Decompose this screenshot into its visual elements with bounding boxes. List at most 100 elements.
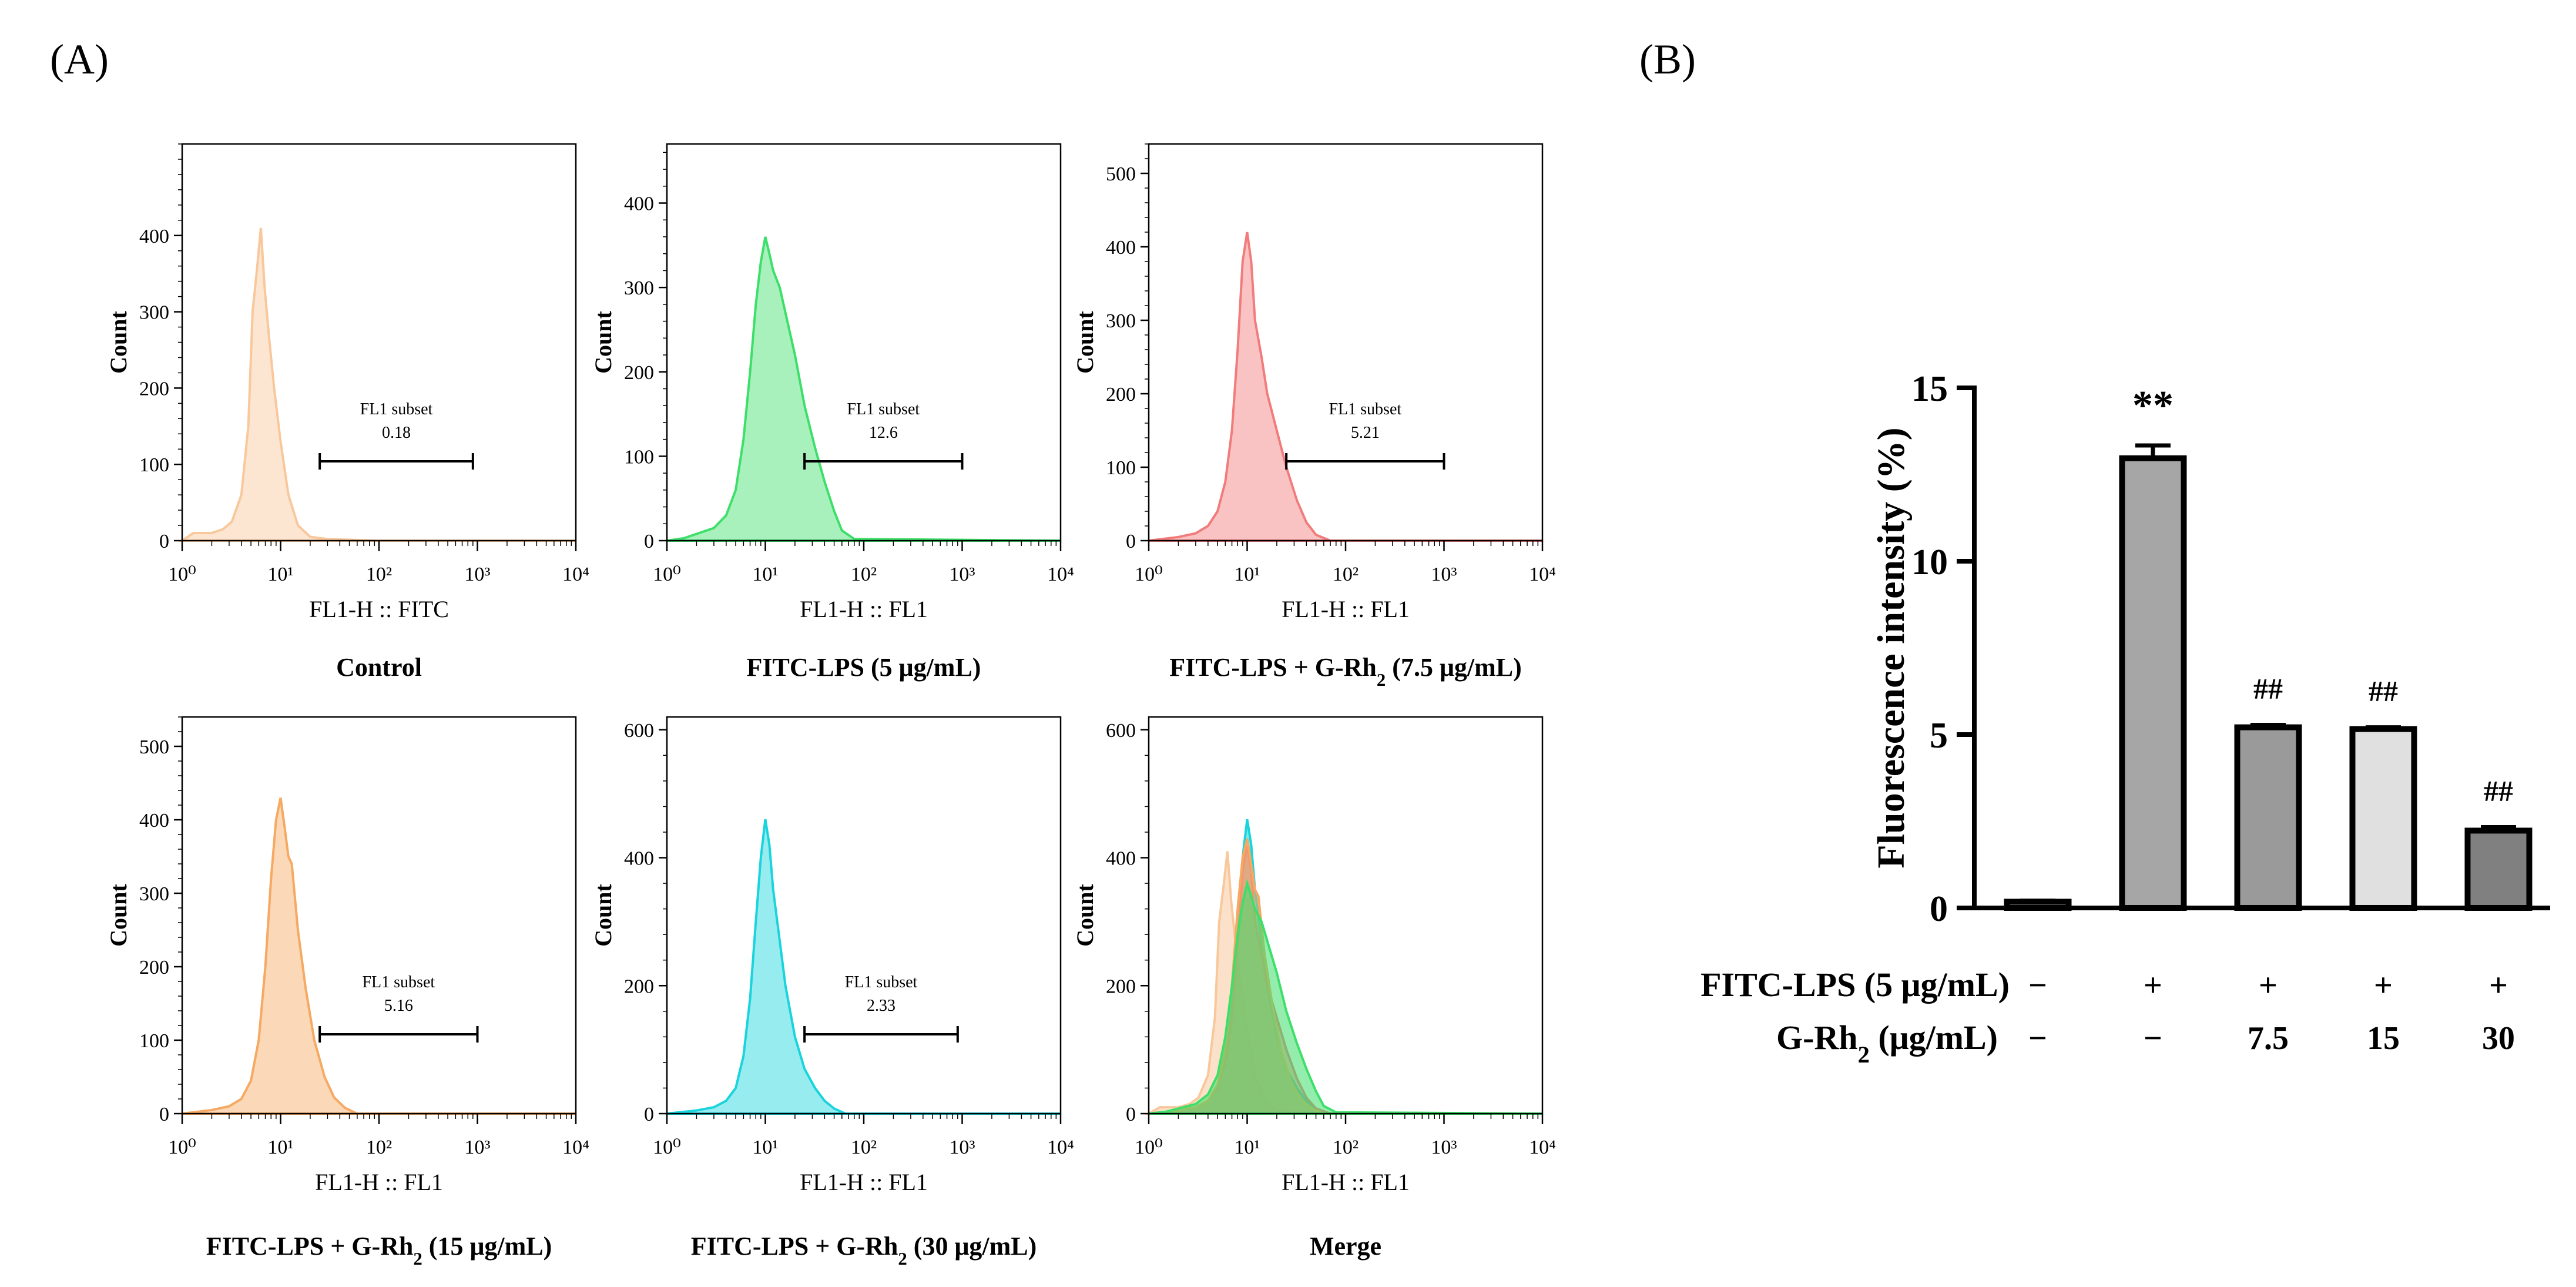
gate-label: FL1 subset [845, 973, 918, 991]
histogram-series [182, 797, 576, 1115]
x-tick-label: 10⁴ [1529, 1137, 1556, 1158]
y-tick-label: 400 [624, 848, 654, 870]
histogram-series [1148, 879, 1543, 1115]
y-tick-label: 0 [644, 531, 654, 552]
y-tick-label: 300 [1106, 310, 1136, 332]
x-tick-label: 10¹ [752, 1137, 778, 1158]
y-tick-label: 100 [139, 1030, 169, 1052]
x-tick-label: 10¹ [752, 564, 778, 585]
significance-mark: ** [2132, 383, 2174, 428]
histogram-series [666, 236, 1061, 542]
y-tick-label: 0 [1126, 1104, 1136, 1125]
treatment-sign: + [2144, 967, 2162, 1004]
x-tick-label: 10⁴ [562, 564, 589, 585]
y-tick-label: 0 [159, 1104, 169, 1125]
x-tick-label: 10² [366, 564, 392, 585]
significance-mark: ## [2369, 675, 2398, 708]
x-tick-label: 10³ [1431, 1137, 1457, 1158]
plot-frame [1148, 143, 1544, 542]
panel-label-a: (A) [50, 36, 109, 83]
y-axis-label: Count [105, 310, 132, 373]
y-tick-label: 500 [139, 736, 169, 758]
x-tick-label: 10⁰ [653, 1137, 681, 1158]
x-axis-label: FL1-H :: FITC [309, 596, 449, 622]
x-tick-label: 10⁴ [1047, 1137, 1074, 1158]
y-tick-label: 0 [1126, 531, 1136, 552]
x-tick-label: 10² [1333, 564, 1359, 585]
y-tick-label: 0 [644, 1104, 654, 1125]
x-axis-label: FL1-H :: FL1 [800, 596, 928, 622]
plot-frame [666, 143, 1062, 542]
y-tick-label: 200 [139, 957, 169, 978]
y-tick-label: 600 [1106, 720, 1136, 742]
y-tick-label: 200 [624, 976, 654, 997]
treatment-sign: − [2028, 967, 2047, 1004]
y-axis-label: Count [590, 883, 616, 946]
x-tick-label: 10² [1333, 1137, 1359, 1158]
histogram-series [1144, 851, 1542, 1115]
x-tick-label: 10⁰ [1135, 564, 1163, 585]
x-axis-label: FL1-H :: FL1 [1282, 596, 1410, 622]
y-tick-label: 600 [624, 720, 654, 742]
x-tick-label: 10³ [949, 564, 975, 585]
panel-caption: Merge [1310, 1232, 1381, 1261]
significance-mark: ## [2253, 672, 2283, 705]
x-axis-label: FL1-H :: FL1 [800, 1169, 928, 1195]
x-tick-label: 10³ [949, 1137, 975, 1158]
panel-caption: FITC-LPS + G-Rh2 (15 μg/mL) [206, 1232, 552, 1269]
bar [2234, 724, 2302, 911]
x-tick-label: 10⁰ [1135, 1137, 1163, 1158]
y-axis-label: Count [1072, 883, 1098, 946]
y-tick-label: 400 [139, 810, 169, 832]
y-axis-label: Count [105, 883, 132, 946]
gate-value: 2.33 [867, 997, 895, 1015]
x-tick-label: 10² [851, 564, 877, 585]
plot-frame [181, 143, 577, 542]
row-label-fitc-lps: FITC-LPS (5 μg/mL) [1700, 966, 2010, 1004]
y-tick-label: 200 [1106, 384, 1136, 405]
gate-label: FL1 subset [1329, 400, 1401, 418]
significance-mark: ## [2484, 775, 2513, 807]
plot-frame [181, 716, 577, 1115]
bar-chart: 0 5 10 15 Fluorescence intensity (%) − − ** + − ##… [1700, 369, 2550, 1068]
y-tick-label: 300 [139, 883, 169, 905]
x-axis-label: FL1-H :: FL1 [315, 1169, 443, 1195]
x-tick-label: 10⁰ [168, 1137, 196, 1158]
gate-value: 5.21 [1351, 424, 1380, 442]
gate-value: 12.6 [869, 424, 898, 442]
x-tick-label: 10¹ [267, 564, 293, 585]
treatment-sign: + [2374, 967, 2393, 1004]
bar [2464, 827, 2533, 911]
treatment-sign: + [2259, 967, 2278, 1004]
panel-label-b: (B) [1639, 36, 1696, 83]
gate-value: 5.16 [384, 997, 413, 1015]
gate-label: FL1 subset [360, 400, 433, 418]
y-tick-label: 200 [139, 378, 169, 400]
dose-value: 15 [2367, 1020, 2400, 1057]
treatment-sign: + [2489, 967, 2508, 1004]
histogram-series [666, 819, 1061, 1115]
y-tick-label: 400 [139, 226, 169, 247]
x-tick-label: 10⁴ [1529, 564, 1556, 585]
y-tick-label: 10 [1911, 542, 1948, 582]
x-tick-label: 10¹ [1234, 564, 1260, 585]
y-tick-label: 300 [139, 302, 169, 324]
dose-value: 30 [2482, 1020, 2515, 1057]
y-tick-label: 500 [1106, 163, 1136, 185]
y-tick-label: 400 [1106, 237, 1136, 259]
bar [2349, 726, 2417, 911]
x-tick-label: 10⁴ [562, 1137, 589, 1158]
dose-value: 7.5 [2248, 1020, 2289, 1057]
histogram-series [1148, 232, 1542, 542]
dose-value: − [2144, 1020, 2162, 1057]
y-tick-label: 5 [1930, 716, 1948, 756]
plot-frame [666, 716, 1062, 1115]
y-tick-label: 100 [624, 446, 654, 468]
